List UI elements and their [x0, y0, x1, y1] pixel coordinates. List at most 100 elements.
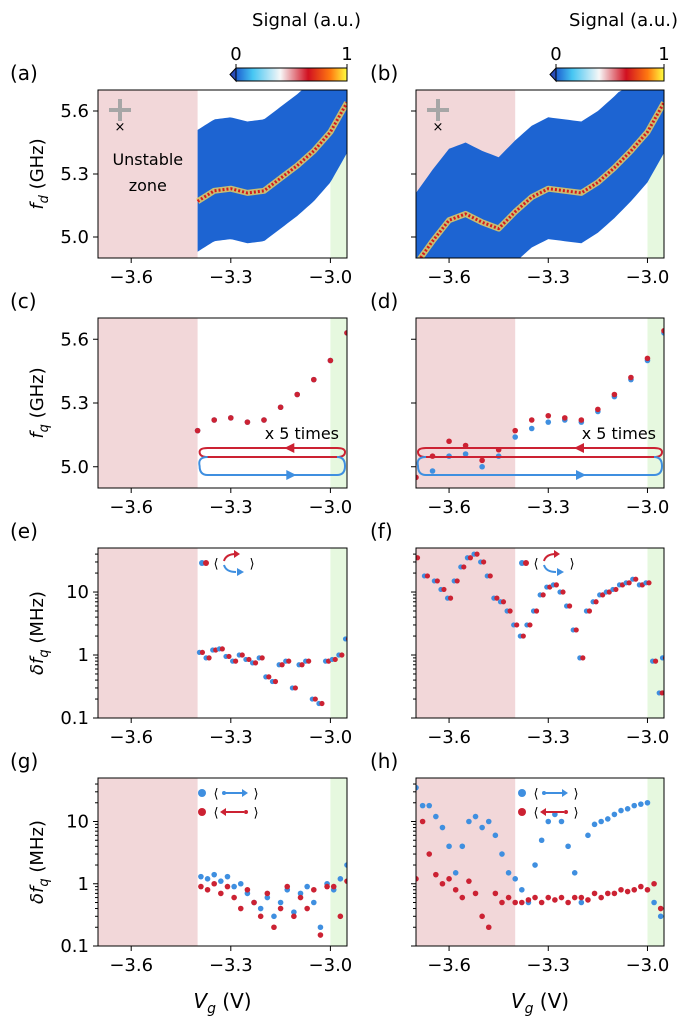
data-point [631, 886, 638, 893]
data-point [624, 806, 631, 812]
data-point [479, 463, 485, 470]
y-tick-label: 5.6 [60, 101, 89, 122]
x-label-sub: g [207, 1001, 216, 1017]
data-point [304, 905, 310, 912]
data-point [277, 905, 284, 912]
x-tick-label: −3.6 [109, 727, 153, 748]
y-label-main: δf [27, 655, 48, 675]
legend-marker [523, 560, 529, 566]
unstable-zone [416, 318, 516, 488]
x-label-unit: (V) [216, 989, 252, 1013]
colorbar-strip [235, 67, 348, 82]
data-point [552, 897, 558, 903]
axes-frame [97, 777, 348, 947]
data-point [595, 406, 601, 413]
data-point [479, 457, 485, 464]
legend-dot [222, 791, 226, 795]
legend-bracket: ⟨ [533, 806, 538, 821]
data-point [244, 886, 251, 893]
colorbar-title: Signal (a.u.) [252, 10, 361, 31]
data-point [474, 551, 480, 557]
stable-zone [647, 548, 664, 718]
panel-label: (a) [10, 61, 38, 85]
data-point [659, 655, 664, 661]
stable-zone [330, 318, 347, 488]
forward-sweep-loop [416, 456, 664, 476]
legend-bracket: ⟨ [533, 557, 538, 572]
data-point [439, 880, 446, 887]
stable-zone [330, 778, 347, 946]
data-point [466, 818, 472, 825]
x-tick-label: −3.6 [109, 267, 153, 288]
y-tick-label: 5.3 [60, 164, 89, 185]
panel-h: ⟨ ⟩ ⟨ ⟩ −3.6 −3.3 −3.0 (h) [370, 749, 669, 976]
y-axis-label: δfq (MHz) [27, 820, 52, 904]
y-axis-label: δfq (MHz) [27, 591, 52, 675]
data-point [332, 656, 338, 663]
data-point [416, 474, 419, 481]
data-point [494, 595, 500, 601]
y-label-unit: (MHz) [27, 591, 48, 649]
data-point [344, 862, 347, 868]
data-point [613, 586, 619, 593]
data-point [327, 357, 334, 364]
cross-marker-horizontal [109, 108, 131, 112]
colorbar-max-label: 1 [658, 44, 669, 65]
data-point [545, 894, 552, 901]
data-point [306, 658, 312, 664]
plot-area [98, 90, 347, 258]
data-point [532, 862, 538, 868]
backward-sweep-loop [198, 447, 347, 458]
legend-bracket: ⟨ [213, 806, 218, 821]
colorbar-1: 0 1 Signal (a.u.) [229, 10, 361, 83]
data-point [199, 649, 206, 656]
signal-map-background [416, 90, 664, 258]
data-point [611, 391, 618, 398]
data-point [204, 886, 211, 893]
data-point [211, 871, 217, 878]
data-point [462, 442, 469, 449]
data-point [638, 801, 644, 807]
legend-arrow [540, 808, 546, 816]
colorbar-2: 0 1 Signal (a.u.) [549, 10, 678, 83]
y-tick-label: 10 [66, 812, 89, 833]
data-point [499, 899, 505, 906]
x-tick-label: −3.6 [427, 955, 471, 976]
colorbar-min-label: 0 [550, 44, 561, 65]
data-point [618, 886, 624, 893]
legend-bracket: ⟨ [213, 787, 218, 802]
data-point [337, 876, 344, 882]
data-point [211, 880, 217, 887]
data-point [237, 880, 244, 887]
y-tick-label: 1 [78, 645, 89, 666]
colorbar-max-label: 1 [341, 44, 352, 65]
panel-label: (h) [370, 749, 398, 773]
data-point [479, 824, 485, 831]
unstable-zone [416, 778, 516, 946]
data-point [286, 658, 292, 664]
x-tick-label: −3.6 [427, 497, 471, 518]
data-point [558, 894, 565, 901]
data-point [591, 890, 598, 897]
x-tick-label: −3.6 [427, 267, 471, 288]
data-point [552, 811, 558, 818]
data-point [291, 913, 297, 920]
data-point [492, 890, 499, 897]
data-point [492, 832, 499, 839]
legend-loop-arrow [557, 568, 564, 576]
legend-bracket: ⟩ [573, 806, 578, 821]
panel-g: ⟨ ⟩ ⟨ ⟩ −3.6 −3.3 −3.0 0.1 1 10 (g) δfq (MHz) [10, 749, 352, 976]
data-point [252, 660, 259, 666]
panel-c: x 5 times −3.6 −3.3 −3.0 5.0 5.3 5.6 (c) fq (GHz… [10, 289, 352, 518]
data-point [426, 851, 433, 857]
data-point [598, 818, 604, 825]
unstable-zone [98, 90, 198, 258]
legend-loop-arrow [234, 550, 240, 558]
data-point [472, 813, 479, 820]
data-point [206, 655, 212, 661]
data-point [297, 890, 304, 897]
legend-loop-bottom [223, 564, 237, 573]
x-tick-label: −3.0 [309, 727, 353, 748]
data-point [264, 894, 271, 901]
resonance-line [418, 101, 664, 258]
